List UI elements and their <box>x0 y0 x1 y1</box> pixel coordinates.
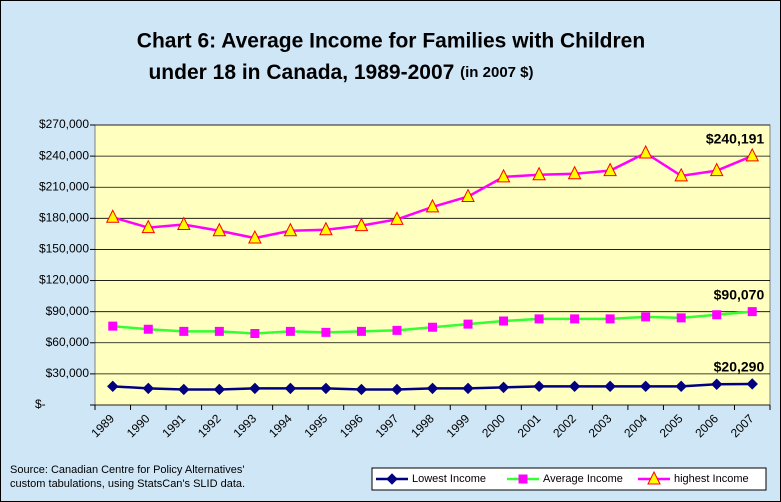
y-tick-label: $120,000 <box>39 273 89 287</box>
marker <box>386 473 398 485</box>
legend <box>371 467 767 491</box>
marker <box>567 165 582 180</box>
legend-label: Average Income <box>543 473 623 485</box>
marker <box>711 378 723 390</box>
marker <box>674 167 688 182</box>
marker <box>709 162 724 177</box>
marker <box>638 144 653 159</box>
marker <box>425 198 440 213</box>
plot-area <box>94 124 771 406</box>
marker <box>428 322 437 332</box>
marker <box>496 168 511 183</box>
source-note: Source: Canadian Centre for Policy Alter… <box>10 464 244 476</box>
marker <box>177 216 191 231</box>
marker <box>603 162 617 177</box>
marker <box>747 307 757 317</box>
marker <box>518 474 528 484</box>
y-tick-label: $180,000 <box>39 211 89 225</box>
marker <box>676 313 686 323</box>
marker <box>248 229 262 244</box>
marker <box>463 319 473 329</box>
marker <box>214 326 224 336</box>
marker <box>179 326 189 336</box>
y-tick-label: $240,000 <box>39 148 89 162</box>
marker <box>605 314 615 324</box>
marker <box>319 221 333 236</box>
marker <box>356 326 366 336</box>
marker <box>604 380 616 393</box>
marker <box>283 222 298 237</box>
marker <box>354 217 369 232</box>
y-tick-label: $- <box>35 397 46 411</box>
chart-subtitle: (in 2007 $) <box>460 64 533 81</box>
marker <box>390 211 404 225</box>
marker <box>178 383 190 396</box>
y-tick-label: $90,000 <box>46 304 90 318</box>
marker <box>250 328 260 338</box>
marker <box>320 382 332 395</box>
marker <box>141 219 156 234</box>
marker <box>142 382 154 395</box>
marker <box>285 326 295 336</box>
marker <box>746 378 758 390</box>
marker <box>675 380 687 393</box>
marker <box>534 314 544 324</box>
marker <box>639 380 652 393</box>
marker <box>641 312 651 322</box>
legend-label: Lowest Income <box>412 473 486 485</box>
marker <box>284 382 297 395</box>
marker <box>391 383 403 396</box>
marker <box>213 383 226 396</box>
marker <box>105 209 120 223</box>
marker <box>461 188 475 203</box>
marker <box>108 321 118 331</box>
data-label: $240,191 <box>706 131 765 147</box>
y-tick-label: $210,000 <box>39 179 89 193</box>
marker <box>497 381 510 394</box>
chart-title-line: under 18 in Canada, 1989-2007 <box>148 61 460 84</box>
legend-label: highest Income <box>674 473 749 485</box>
marker <box>712 310 722 320</box>
marker <box>212 222 227 237</box>
marker <box>426 382 439 395</box>
marker <box>745 147 760 162</box>
y-tick-label: $60,000 <box>46 335 90 349</box>
marker <box>321 327 331 337</box>
marker <box>532 166 546 181</box>
data-label: $20,290 <box>714 359 765 375</box>
marker <box>355 383 368 396</box>
marker <box>533 380 545 393</box>
chart-title: Chart 6: Average Income for Families wit… <box>137 30 645 53</box>
marker <box>462 382 474 395</box>
marker <box>143 324 153 334</box>
y-tick-label: $270,000 <box>39 117 89 131</box>
marker <box>570 314 580 324</box>
y-tick-label: $30,000 <box>46 366 90 380</box>
chart-title: under 18 in Canada, 1989-2007 (in 2007 $… <box>148 61 533 84</box>
marker <box>107 380 119 393</box>
marker <box>568 380 581 393</box>
marker <box>499 316 509 326</box>
marker <box>392 325 402 335</box>
y-tick-label: $150,000 <box>39 242 89 256</box>
data-label: $90,070 <box>714 286 765 302</box>
marker <box>249 382 261 395</box>
marker <box>647 470 661 485</box>
source-note: custom tabulations, using StatsCan's SLI… <box>10 478 245 490</box>
